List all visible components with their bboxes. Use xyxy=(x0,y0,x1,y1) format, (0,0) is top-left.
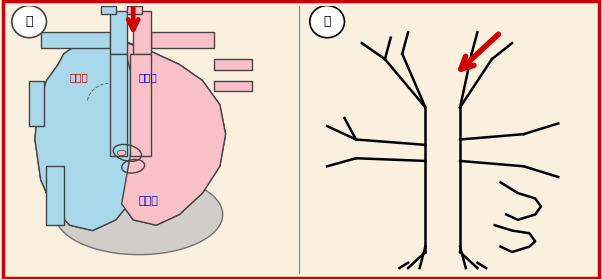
Polygon shape xyxy=(150,32,214,49)
Circle shape xyxy=(310,6,344,38)
Polygon shape xyxy=(130,54,150,156)
Polygon shape xyxy=(214,59,252,70)
Polygon shape xyxy=(101,6,116,14)
Ellipse shape xyxy=(117,150,126,156)
Text: 우심실: 우심실 xyxy=(139,196,159,206)
Text: 가: 가 xyxy=(25,15,33,28)
Polygon shape xyxy=(46,166,64,225)
Polygon shape xyxy=(122,43,226,225)
Circle shape xyxy=(12,6,46,38)
Text: 폐동맥: 폐동맥 xyxy=(139,73,158,83)
Polygon shape xyxy=(110,54,128,156)
Text: 나: 나 xyxy=(323,15,331,28)
Text: 대동맥: 대동맥 xyxy=(70,73,88,83)
Polygon shape xyxy=(41,32,110,49)
Polygon shape xyxy=(128,6,142,14)
Polygon shape xyxy=(214,81,252,91)
Polygon shape xyxy=(35,38,150,230)
Polygon shape xyxy=(29,81,43,126)
Ellipse shape xyxy=(55,174,223,255)
Polygon shape xyxy=(35,38,150,230)
Polygon shape xyxy=(133,11,150,54)
Polygon shape xyxy=(110,11,128,54)
Polygon shape xyxy=(122,43,226,225)
